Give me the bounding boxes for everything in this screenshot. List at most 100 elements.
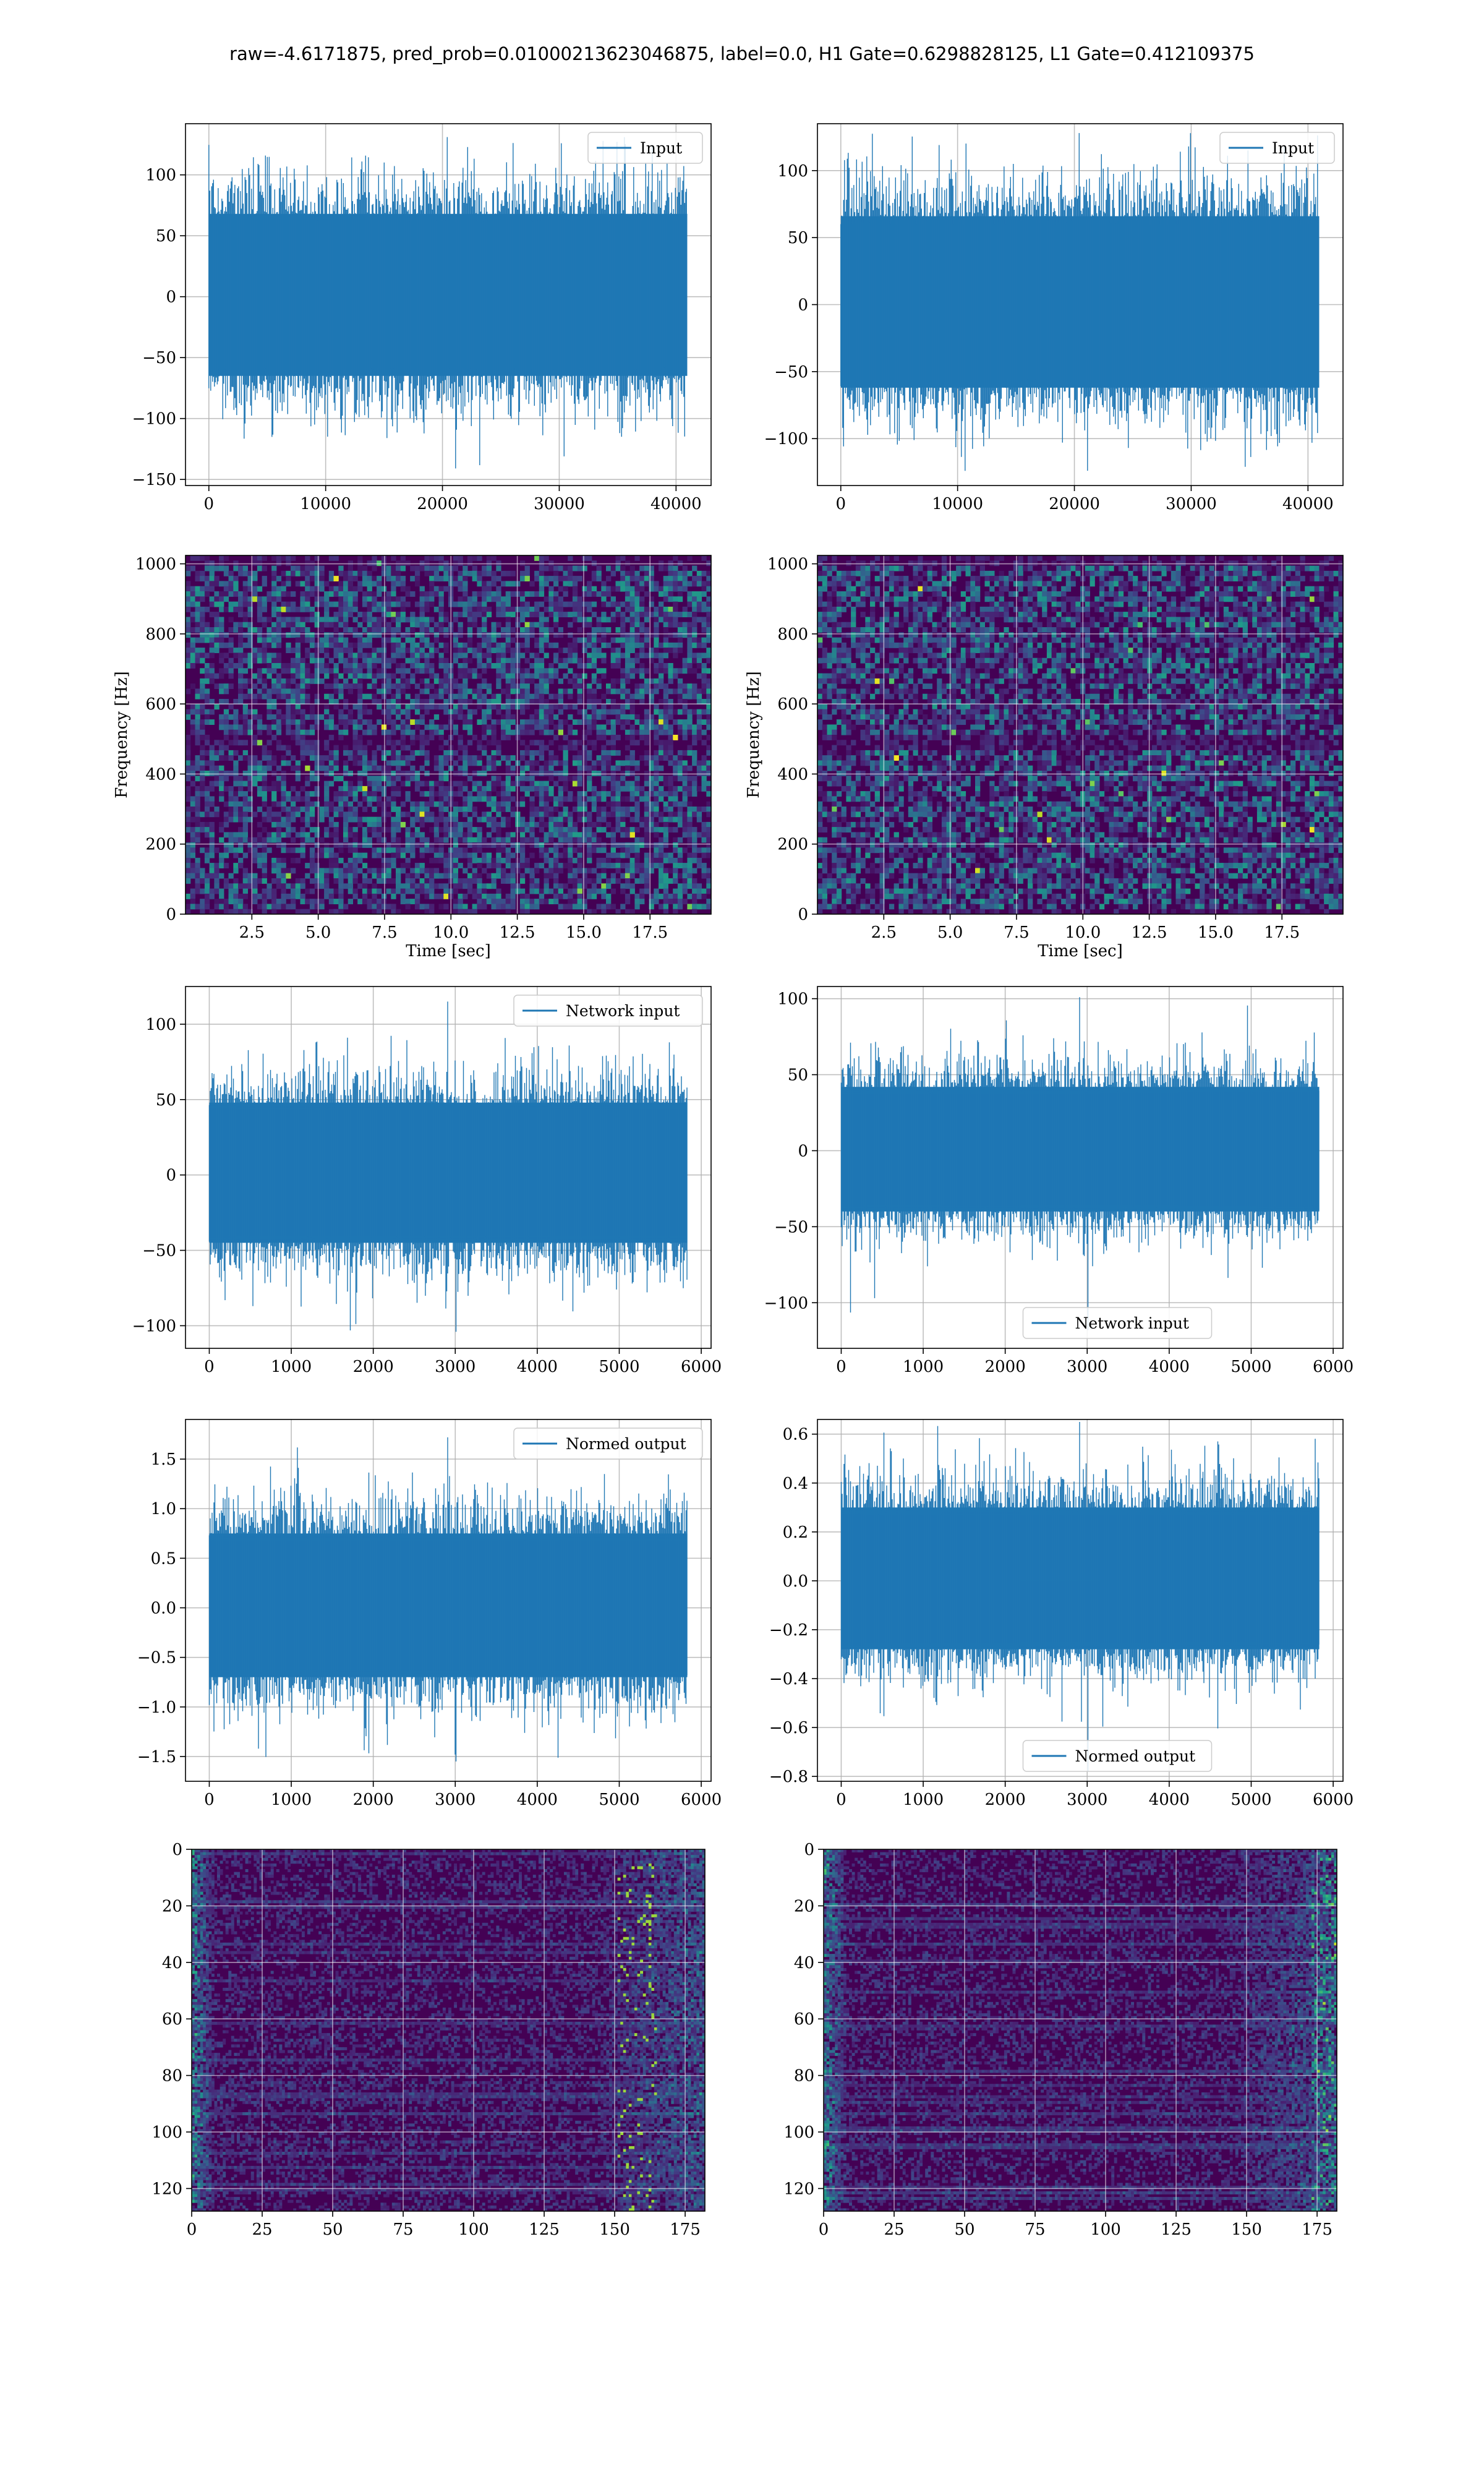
y-tick-label: 800 <box>777 625 808 644</box>
x-tick-label: 20000 <box>417 495 468 513</box>
x-tick-label: 7.5 <box>1004 923 1029 942</box>
y-tick-label: 20 <box>794 1897 814 1915</box>
x-tick-label: 3000 <box>435 1791 475 1809</box>
y-tick-label: −50 <box>142 349 176 367</box>
y-tick-label: −50 <box>142 1242 176 1261</box>
x-tick-label: 2.5 <box>239 923 265 942</box>
y-tick-label: 120 <box>151 2180 182 2198</box>
y-tick-label: −50 <box>774 1218 808 1236</box>
x-tick-label: 6000 <box>1313 1358 1354 1376</box>
x-tick-label: 1000 <box>271 1791 312 1809</box>
x-axis-label: Time [sec] <box>1038 942 1123 961</box>
y-tick-label: 1.5 <box>151 1450 176 1469</box>
y-tick-label: −1.5 <box>137 1748 176 1766</box>
x-tick-label: 5000 <box>599 1791 639 1809</box>
y-tick-label: 80 <box>162 2067 182 2086</box>
chart-row2-left: 2.5 5.0 7.5 10.0 12.5 15.0 17.5020040060080010… <box>113 555 712 961</box>
y-tick-label: 200 <box>777 836 808 854</box>
x-tick-label: 75 <box>393 2220 413 2239</box>
legend-label: Network input <box>1075 1314 1189 1332</box>
y-tick-label: 200 <box>145 836 176 854</box>
y-tick-label: −100 <box>764 430 808 448</box>
y-tick-label: 1.0 <box>151 1500 176 1518</box>
x-tick-label: 2000 <box>985 1358 1026 1376</box>
y-tick-label: 0.0 <box>151 1599 176 1618</box>
x-tick-label: 6000 <box>681 1791 722 1809</box>
x-tick-label: 0 <box>204 495 215 513</box>
x-tick-label: 25 <box>252 2220 272 2239</box>
x-tick-label: 100 <box>1090 2220 1121 2239</box>
x-tick-label: 6000 <box>1313 1791 1354 1809</box>
y-tick-label: −0.4 <box>769 1670 808 1689</box>
y-tick-label: 50 <box>156 227 176 246</box>
x-tick-label: 75 <box>1025 2220 1045 2239</box>
y-tick-label: −100 <box>132 410 176 429</box>
y-tick-label: 50 <box>156 1091 176 1110</box>
x-tick-label: 100 <box>458 2220 489 2239</box>
chart-row3-left: 0 1000 2000 3000 4000 5000 6000−100−50050100Ne… <box>132 987 722 1376</box>
x-tick-label: 5000 <box>1230 1358 1271 1376</box>
y-tick-label: 40 <box>794 1954 814 1972</box>
y-tick-label: 1000 <box>767 555 808 574</box>
y-tick-label: 100 <box>151 2123 182 2142</box>
y-tick-label: −0.8 <box>769 1768 808 1786</box>
y-tick-label: 0 <box>798 296 808 315</box>
y-tick-label: 0 <box>166 288 176 307</box>
x-tick-label: 4000 <box>517 1358 558 1376</box>
y-tick-label: 1000 <box>135 555 176 574</box>
y-tick-label: −100 <box>764 1294 808 1312</box>
y-tick-label: 0.4 <box>783 1475 808 1493</box>
x-tick-label: 5000 <box>1230 1791 1271 1809</box>
y-tick-label: 0.2 <box>783 1523 808 1542</box>
y-tick-label: 0.6 <box>783 1426 808 1444</box>
x-tick-label: 0 <box>204 1358 215 1376</box>
y-tick-label: 40 <box>162 1954 182 1972</box>
x-tick-label: 20000 <box>1049 495 1100 513</box>
x-tick-label: 150 <box>599 2220 630 2239</box>
y-tick-label: 0 <box>172 1841 182 1859</box>
x-tick-label: 125 <box>529 2220 560 2239</box>
y-tick-label: 0 <box>166 1166 176 1185</box>
y-tick-label: 20 <box>162 1897 182 1915</box>
legend-label: Normed output <box>566 1435 686 1453</box>
y-tick-label: 100 <box>145 166 176 185</box>
x-tick-label: 50 <box>322 2220 343 2239</box>
y-tick-label: −150 <box>132 471 176 489</box>
x-tick-label: 10.0 <box>433 923 469 942</box>
y-tick-label: −0.6 <box>769 1719 808 1737</box>
y-tick-label: 0 <box>804 1841 814 1859</box>
x-tick-label: 0 <box>187 2220 197 2239</box>
y-tick-label: 120 <box>783 2180 814 2198</box>
x-tick-label: 150 <box>1231 2220 1262 2239</box>
x-tick-label: 40000 <box>650 495 702 513</box>
x-tick-label: 12.5 <box>500 923 535 942</box>
y-tick-label: 800 <box>145 625 176 644</box>
x-tick-label: 3000 <box>1067 1358 1107 1376</box>
x-tick-label: 10.0 <box>1065 923 1101 942</box>
x-tick-label: 5000 <box>599 1358 639 1376</box>
x-tick-label: 30000 <box>1166 495 1217 513</box>
y-tick-label: −0.5 <box>137 1649 176 1667</box>
y-axis-label: Frequency [Hz] <box>113 671 131 798</box>
x-tick-label: 10000 <box>932 495 983 513</box>
x-tick-label: 6000 <box>681 1358 722 1376</box>
y-tick-label: 60 <box>794 2010 814 2029</box>
x-tick-label: 1000 <box>271 1358 312 1376</box>
x-tick-label: 7.5 <box>372 923 397 942</box>
x-tick-label: 15.0 <box>566 923 602 942</box>
x-tick-label: 2000 <box>353 1791 394 1809</box>
y-tick-label: −50 <box>774 363 808 382</box>
x-tick-label: 0 <box>204 1791 215 1809</box>
y-tick-label: 0.0 <box>783 1572 808 1591</box>
x-tick-label: 2.5 <box>871 923 897 942</box>
x-tick-label: 0 <box>836 1358 846 1376</box>
x-tick-label: 4000 <box>517 1791 558 1809</box>
x-axis-label: Time [sec] <box>406 942 491 961</box>
y-tick-label: 400 <box>145 765 176 784</box>
x-tick-label: 175 <box>1302 2220 1333 2239</box>
y-tick-label: 100 <box>777 162 808 181</box>
x-tick-label: 3000 <box>435 1358 475 1376</box>
y-tick-label: 50 <box>788 1066 808 1085</box>
